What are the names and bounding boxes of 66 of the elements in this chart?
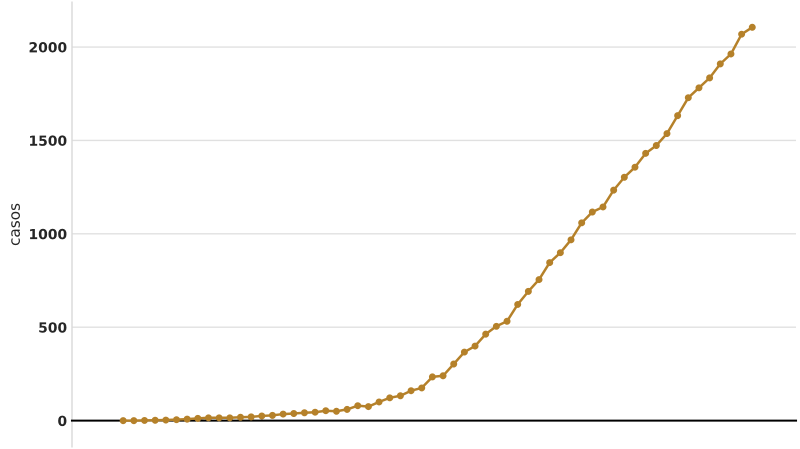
point [248,413,255,420]
point [738,30,746,38]
point [120,417,127,424]
point [332,408,340,415]
point [173,416,180,424]
point [674,112,682,120]
point [524,288,532,295]
point [492,322,500,330]
point [300,409,308,416]
point [600,203,606,210]
point [652,142,660,149]
point [386,394,394,402]
point [610,186,618,194]
y-tick-label: 500 [39,322,66,333]
point [152,416,159,424]
point [706,74,714,82]
y-tick-label: 0 [58,416,66,426]
point [141,416,148,424]
point [237,414,244,421]
point [290,410,298,417]
point [396,392,404,400]
point [450,360,458,368]
point [130,417,138,424]
y-tick-label: 1500 [30,135,66,146]
point [664,130,670,138]
point [162,416,170,424]
point [258,412,266,420]
point [536,276,542,284]
y-tick-label: 1000 [30,228,66,240]
point [727,50,734,58]
point [312,408,319,416]
point [546,259,554,266]
point [482,330,490,338]
point [184,416,191,423]
point [632,164,638,171]
point [364,403,372,410]
point [216,414,223,422]
point [620,174,628,181]
point [408,387,415,394]
point [440,372,447,380]
point [695,84,702,92]
point [642,150,650,157]
point [568,236,574,244]
point [460,348,468,356]
point [226,414,234,422]
point [716,60,724,68]
point [205,414,212,422]
point [556,249,564,256]
point [748,24,756,31]
point [354,402,362,410]
point [344,406,351,413]
point [428,373,436,380]
point [194,414,202,422]
point [376,398,383,406]
point [504,318,511,325]
point [684,94,692,102]
y-axis-title: casos [11,204,20,246]
point [588,208,596,216]
point [514,300,522,308]
point [268,412,276,419]
point [322,407,330,414]
point [280,410,287,418]
point [578,219,586,226]
point [418,384,426,392]
point [472,342,479,350]
y-tick-label: 2000 [30,42,66,53]
